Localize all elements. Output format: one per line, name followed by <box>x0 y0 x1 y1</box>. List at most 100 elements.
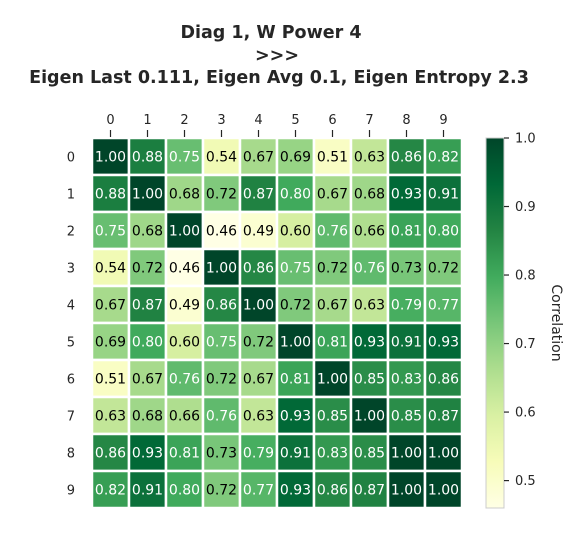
cell-value-label: 0.93 <box>391 187 422 203</box>
cell-value-label: 0.51 <box>95 372 126 388</box>
cell-value-label: 0.91 <box>391 335 422 351</box>
cell-value-label: 0.93 <box>132 446 163 462</box>
colorbar-tick-label: 1.0 <box>515 132 536 147</box>
cell-value-label: 0.60 <box>169 335 200 351</box>
cell-value-label: 0.72 <box>243 335 274 351</box>
cell-value-label: 0.66 <box>354 224 385 240</box>
colorbar-gradient <box>486 138 504 508</box>
cell-value-label: 0.69 <box>95 335 126 351</box>
cell-value-label: 0.81 <box>280 372 311 388</box>
cell-value-label: 0.86 <box>391 150 422 166</box>
cell-value-label: 0.87 <box>132 298 163 314</box>
cell-value-label: 1.00 <box>428 483 459 499</box>
cell-value-label: 0.75 <box>206 335 237 351</box>
cell-value-label: 1.00 <box>169 224 200 240</box>
cell-value-label: 0.77 <box>243 483 274 499</box>
cell-value-label: 0.72 <box>428 261 459 277</box>
cell-value-label: 0.80 <box>132 335 163 351</box>
cell-value-label: 0.93 <box>428 335 459 351</box>
cell-value-label: 1.00 <box>317 372 348 388</box>
cell-value-label: 0.93 <box>354 335 385 351</box>
cell-value-label: 0.73 <box>391 261 422 277</box>
chart-title: Diag 1, W Power 4 >>> Eigen Last 0.111, … <box>29 23 529 88</box>
cell-value-label: 0.87 <box>428 409 459 425</box>
cell-value-label: 0.86 <box>428 372 459 388</box>
cell-value-label: 0.51 <box>317 150 348 166</box>
cell-value-label: 0.87 <box>354 483 385 499</box>
colorbar-ticks: 0.50.60.70.80.91.0 <box>504 132 536 490</box>
x-tick-label: 9 <box>439 113 447 128</box>
cell-value-label: 0.63 <box>243 409 274 425</box>
x-tick-label: 8 <box>402 113 410 128</box>
cell-value-label: 0.75 <box>95 224 126 240</box>
cell-value-label: 0.91 <box>428 187 459 203</box>
y-tick-label: 3 <box>67 262 75 277</box>
title-line-1: Diag 1, W Power 4 <box>180 23 361 43</box>
cell-value-label: 1.00 <box>206 261 237 277</box>
colorbar-tick-label: 0.6 <box>515 406 536 421</box>
x-axis-ticks: 0 1 2 3 4 5 6 7 8 9 <box>106 113 447 137</box>
cell-value-label: 0.72 <box>132 261 163 277</box>
cell-value-label: 1.00 <box>428 446 459 462</box>
cell-value-label: 0.93 <box>280 409 311 425</box>
colorbar-tick-label: 0.9 <box>515 200 536 215</box>
cell-value-label: 0.54 <box>95 261 126 277</box>
cell-value-label: 1.00 <box>391 446 422 462</box>
y-tick-label: 7 <box>67 410 75 425</box>
cell-value-label: 0.82 <box>95 483 126 499</box>
y-tick-label: 8 <box>67 447 75 462</box>
cell-value-label: 0.75 <box>169 150 200 166</box>
cell-value-label: 0.76 <box>354 261 385 277</box>
y-tick-label: 6 <box>67 373 75 388</box>
cell-value-label: 0.86 <box>317 483 348 499</box>
x-tick-label: 3 <box>217 113 225 128</box>
cell-value-label: 0.85 <box>354 446 385 462</box>
y-axis-ticks: 0 1 2 3 4 5 6 7 8 9 <box>67 151 75 499</box>
cell-value-label: 0.49 <box>243 224 274 240</box>
cell-value-label: 1.00 <box>354 409 385 425</box>
cell-value-label: 0.69 <box>280 150 311 166</box>
colorbar-tick-label: 0.5 <box>515 474 536 489</box>
cell-value-label: 1.00 <box>280 335 311 351</box>
cell-value-label: 0.76 <box>169 372 200 388</box>
cell-value-label: 0.77 <box>428 298 459 314</box>
cell-value-label: 0.66 <box>169 409 200 425</box>
cell-value-label: 0.83 <box>317 446 348 462</box>
cell-value-label: 0.85 <box>354 372 385 388</box>
cell-value-label: 0.75 <box>280 261 311 277</box>
cell-value-label: 0.86 <box>95 446 126 462</box>
cell-value-label: 0.72 <box>206 187 237 203</box>
colorbar: 0.5 0.6 0.7 0.8 0.9 1.0 Correlation <box>486 132 564 509</box>
cell-value-label: 0.72 <box>206 483 237 499</box>
x-tick-label: 5 <box>291 113 299 128</box>
cell-value-label: 0.49 <box>169 298 200 314</box>
cell-value-label: 0.46 <box>169 261 200 277</box>
x-tick-label: 2 <box>180 113 188 128</box>
cell-value-label: 0.60 <box>280 224 311 240</box>
cell-value-label: 0.80 <box>428 224 459 240</box>
cell-value-label: 1.00 <box>391 483 422 499</box>
cell-value-label: 0.83 <box>391 372 422 388</box>
cell-value-label: 0.76 <box>317 224 348 240</box>
x-tick-label: 0 <box>106 113 114 128</box>
title-line-2: >>> <box>255 46 299 66</box>
y-tick-label: 9 <box>67 484 75 499</box>
cell-value-label: 0.68 <box>132 409 163 425</box>
cell-value-label: 0.67 <box>243 150 274 166</box>
cell-value-label: 0.79 <box>391 298 422 314</box>
cell-value-label: 0.68 <box>132 224 163 240</box>
cell-value-label: 0.68 <box>354 187 385 203</box>
cell-value-label: 0.79 <box>243 446 274 462</box>
cell-value-label: 0.76 <box>206 409 237 425</box>
cell-value-label: 0.63 <box>354 150 385 166</box>
y-tick-label: 1 <box>67 188 75 203</box>
colorbar-label: Correlation <box>548 284 564 361</box>
x-tick-label: 6 <box>328 113 336 128</box>
x-tick-label: 4 <box>254 113 262 128</box>
y-tick-label: 0 <box>67 151 75 166</box>
cell-value-label: 0.81 <box>317 335 348 351</box>
cell-value-label: 0.72 <box>206 372 237 388</box>
cell-value-label: 0.67 <box>317 187 348 203</box>
cell-value-label: 0.72 <box>317 261 348 277</box>
